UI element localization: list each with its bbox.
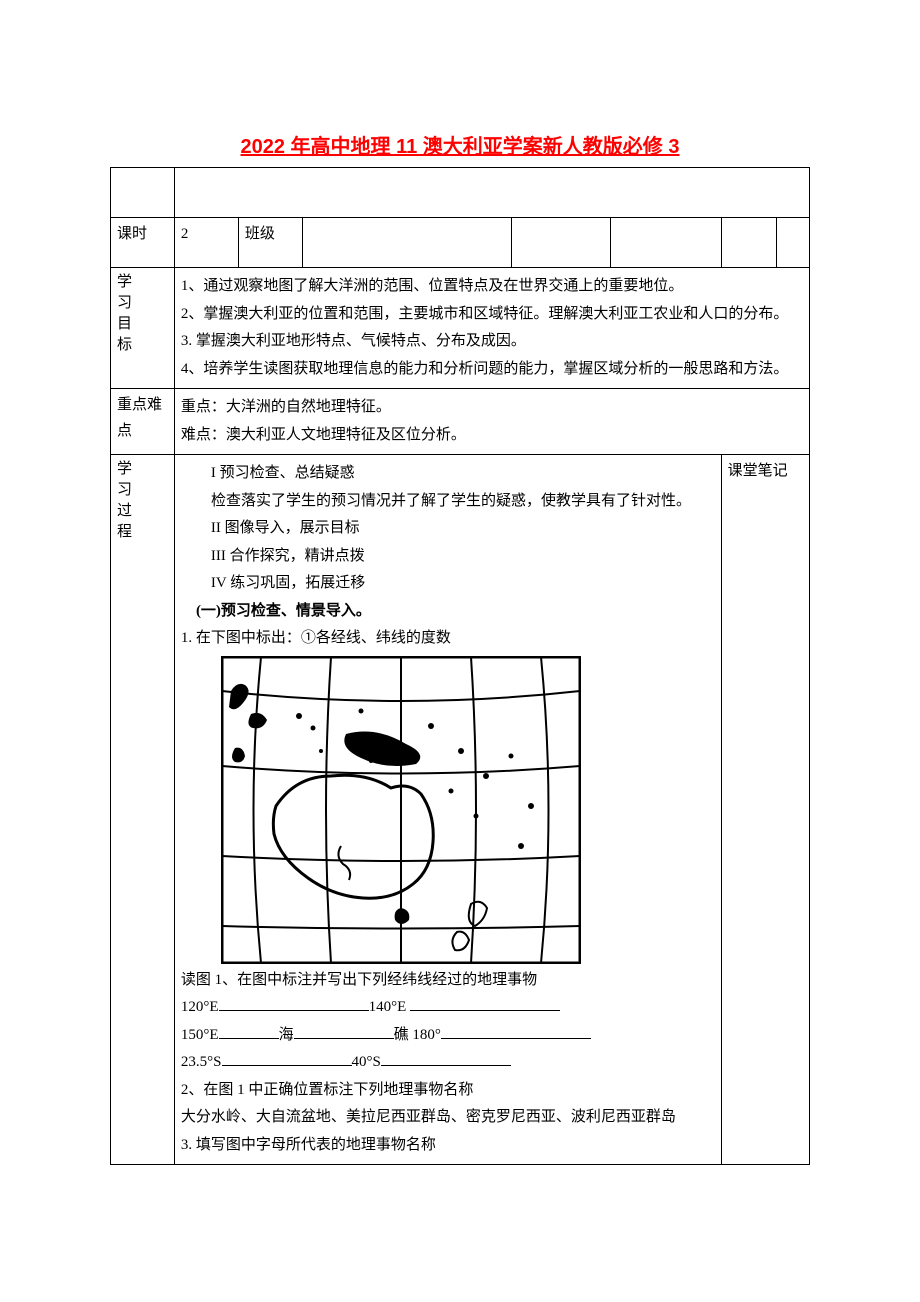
blank-class-4 xyxy=(721,218,776,268)
readmap-3: 150°E海礁 180° xyxy=(181,1023,715,1049)
readmap-7: 3. 填写图中字母所代表的地理事物名称 xyxy=(181,1133,715,1159)
row-blank-top xyxy=(111,168,810,218)
blank-class-1 xyxy=(302,218,511,268)
label-class: 班级 xyxy=(238,218,302,268)
label-process: 学 习 过 程 xyxy=(111,455,175,1165)
process-p3: II 图像导入，展示目标 xyxy=(181,516,715,542)
process-p2: 检查落实了学生的预习情况并了解了学生的疑惑，使教学具有了针对性。 xyxy=(181,489,715,515)
process-p5: IV 练习巩固，拓展迁移 xyxy=(181,571,715,597)
row-process: 学 习 过 程 I 预习检查、总结疑惑 检查落实了学生的预习情况并了解了学生的疑… xyxy=(111,455,810,1165)
goal-1: 1、通过观察地图了解大洋洲的范围、位置特点及在世界交通上的重要地位。 xyxy=(181,274,803,300)
readmap-4: 23.5°S40°S xyxy=(181,1050,715,1076)
document-title: 2022 年高中地理 11 澳大利亚学案新人教版必修 3 xyxy=(110,130,810,159)
notes-column: 课堂笔记 xyxy=(721,455,809,1165)
process-p4: III 合作探究，精讲点拨 xyxy=(181,544,715,570)
process-p7: 1. 在下图中标出：①各经线、纬线的度数 xyxy=(181,626,715,652)
keypoint-1: 重点：大洋洲的自然地理特征。 xyxy=(181,395,803,421)
goal-3: 3. 掌握澳大利亚地形特点、气候特点、分布及成因。 xyxy=(181,329,803,355)
readmap-2: 120°E140°E xyxy=(181,995,715,1021)
content-keypoints: 重点：大洋洲的自然地理特征。 难点：澳大利亚人文地理特征及区位分析。 xyxy=(174,389,809,455)
keypoint-2: 难点：澳大利亚人文地理特征及区位分析。 xyxy=(181,423,803,449)
label-keypoints: 重点难点 xyxy=(111,389,175,455)
content-process: I 预习检查、总结疑惑 检查落实了学生的预习情况并了解了学生的疑惑，使教学具有了… xyxy=(174,455,721,1165)
blank-class-3 xyxy=(611,218,721,268)
content-goals: 1、通过观察地图了解大洋洲的范围、位置特点及在世界交通上的重要地位。 2、掌握澳… xyxy=(174,268,809,389)
readmap-1: 读图 1、在图中标注并写出下列经纬线经过的地理事物 xyxy=(181,968,715,994)
lesson-plan-table: 课时 2 班级 学 习 目 标 1、通过观察地图了解大洋洲的范围、位置特点及在世… xyxy=(110,167,810,1165)
row-keypoints: 重点难点 重点：大洋洲的自然地理特征。 难点：澳大利亚人文地理特征及区位分析。 xyxy=(111,389,810,455)
goal-4: 4、培养学生读图获取地理信息的能力和分析问题的能力，掌握区域分析的一般思路和方法… xyxy=(181,357,803,383)
process-p1: I 预习检查、总结疑惑 xyxy=(181,461,715,487)
blank-class-2 xyxy=(512,218,611,268)
readmap-5: 2、在图 1 中正确位置标注下列地理事物名称 xyxy=(181,1078,715,1104)
blank-class-5 xyxy=(776,218,809,268)
goal-2: 2、掌握澳大利亚的位置和范围，主要城市和区域特征。理解澳大利亚工农业和人口的分布… xyxy=(181,302,803,328)
value-period: 2 xyxy=(174,218,238,268)
process-p6: (一)预习检查、情景导入。 xyxy=(181,599,715,625)
label-goals: 学 习 目 标 xyxy=(111,268,175,389)
row-goals: 学 习 目 标 1、通过观察地图了解大洋洲的范围、位置特点及在世界交通上的重要地… xyxy=(111,268,810,389)
readmap-6: 大分水岭、大自流盆地、美拉尼西亚群岛、密克罗尼西亚、波利尼西亚群岛 xyxy=(181,1105,715,1131)
map-figure xyxy=(221,656,581,964)
label-period: 课时 xyxy=(111,218,175,268)
row-period-class: 课时 2 班级 xyxy=(111,218,810,268)
